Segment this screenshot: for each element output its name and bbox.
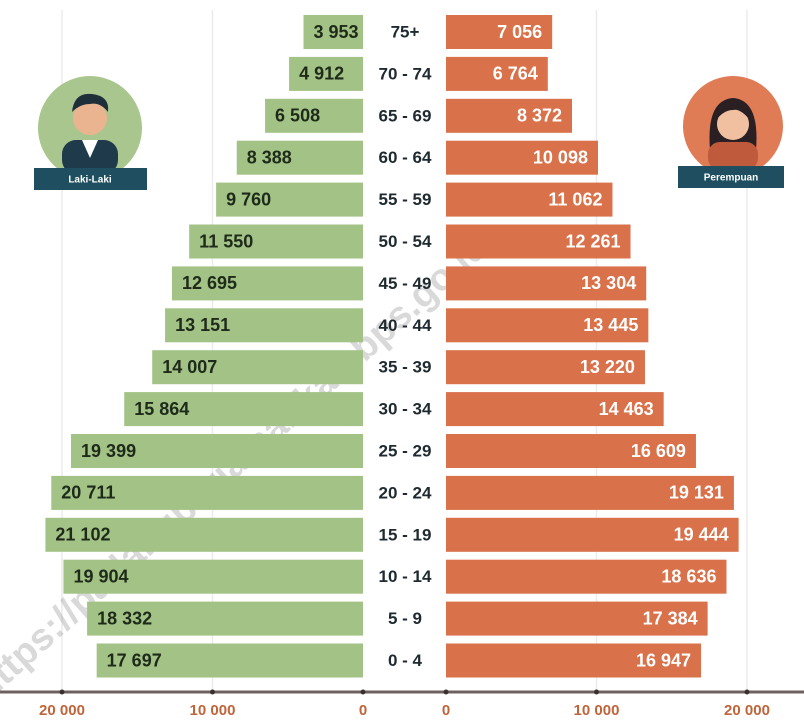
bar: [446, 517, 739, 552]
value-label: 18 332: [97, 608, 152, 628]
bar: [63, 559, 364, 594]
value-label: 8 372: [517, 106, 562, 126]
bar: [446, 350, 645, 385]
male-avatar: Laki-Laki: [34, 76, 147, 190]
bar: [45, 517, 363, 552]
legend-label: Laki-Laki: [68, 175, 112, 186]
bar: [446, 308, 649, 343]
value-label: 15 864: [134, 399, 189, 419]
value-label: 11 550: [199, 231, 253, 251]
value-label: 12 261: [565, 231, 620, 251]
value-label: 13 304: [581, 273, 636, 293]
bar: [303, 15, 363, 49]
bar: [446, 224, 631, 259]
value-label: 12 695: [182, 273, 237, 293]
tick-mark: [210, 689, 215, 695]
bar: [446, 182, 613, 217]
tick-mark: [360, 689, 366, 695]
bar: [446, 559, 727, 594]
bar: [152, 350, 363, 385]
category-label: 5 - 9: [388, 609, 422, 628]
bar: [446, 601, 708, 636]
tick-mark: [744, 689, 750, 695]
bar: [446, 643, 702, 678]
category-label: 65 - 69: [379, 106, 432, 125]
value-label: 19 399: [81, 441, 136, 461]
bar: [446, 98, 572, 133]
category-label: 40 - 44: [379, 316, 432, 335]
value-label: 14 007: [162, 357, 217, 377]
category-label: 10 - 14: [379, 567, 432, 586]
bar: [189, 224, 363, 259]
x-tick-label: 0: [359, 702, 367, 719]
category-label: 15 - 19: [379, 525, 432, 544]
category-label: 70 - 74: [379, 64, 432, 83]
x-tick-label: 20 000: [39, 702, 85, 719]
value-label: 4 912: [299, 64, 344, 84]
category-label: 75+: [391, 22, 420, 41]
value-label: 19 904: [73, 566, 128, 586]
bar: [289, 56, 363, 91]
bar: [446, 15, 553, 49]
category-label: 60 - 64: [379, 148, 432, 167]
tick-mark: [443, 689, 449, 695]
bar: [171, 266, 363, 301]
x-tick-label: 10 000: [190, 702, 236, 719]
bar: [236, 140, 363, 175]
tick-mark: [59, 689, 65, 695]
x-tick-label: 20 000: [724, 702, 770, 719]
value-label: 8 388: [247, 147, 292, 167]
bar: [124, 392, 364, 427]
bar: [265, 98, 363, 133]
category-label: 20 - 24: [379, 483, 432, 502]
category-label: 55 - 59: [379, 190, 432, 209]
value-label: 16 947: [636, 650, 691, 670]
bar: [446, 140, 598, 175]
value-label: 6 764: [493, 64, 538, 84]
bar: [96, 643, 363, 678]
bar: [87, 601, 364, 636]
category-label: 50 - 54: [379, 232, 432, 251]
value-label: 13 445: [583, 315, 638, 335]
value-label: 14 463: [599, 399, 654, 419]
value-label: 17 697: [107, 650, 162, 670]
bar: [71, 434, 364, 468]
bar: [446, 475, 734, 510]
bar: [446, 392, 664, 427]
value-label: 17 384: [643, 608, 698, 628]
bar: [446, 434, 696, 468]
value-label: 18 636: [661, 566, 716, 586]
x-tick-label: 0: [442, 702, 450, 719]
value-label: 6 508: [275, 106, 320, 126]
female-avatar: Perempuan: [678, 76, 784, 188]
value-label: 19 131: [669, 483, 724, 503]
bar: [446, 56, 548, 91]
category-label: 30 - 34: [379, 400, 432, 419]
bar: [446, 266, 647, 301]
value-label: 7 056: [497, 22, 542, 42]
value-label: 13 151: [175, 315, 230, 335]
bar: [165, 308, 363, 343]
value-label: 13 220: [580, 357, 635, 377]
value-label: 3 953: [314, 22, 359, 42]
value-label: 11 062: [548, 189, 602, 209]
category-label: 45 - 49: [379, 274, 432, 293]
bar: [216, 182, 363, 217]
value-label: 21 102: [55, 525, 110, 545]
category-label: 25 - 29: [379, 441, 432, 460]
category-label: 0 - 4: [388, 651, 423, 670]
x-tick-label: 10 000: [574, 702, 620, 719]
tick-mark: [594, 689, 599, 695]
value-label: 16 609: [631, 441, 686, 461]
value-label: 19 444: [674, 525, 729, 545]
legend-label: Perempuan: [704, 173, 758, 184]
category-label: 35 - 39: [379, 358, 432, 377]
bar: [51, 475, 364, 510]
value-label: 20 711: [61, 483, 115, 503]
value-label: 10 098: [533, 147, 588, 167]
value-label: 9 760: [226, 189, 271, 209]
